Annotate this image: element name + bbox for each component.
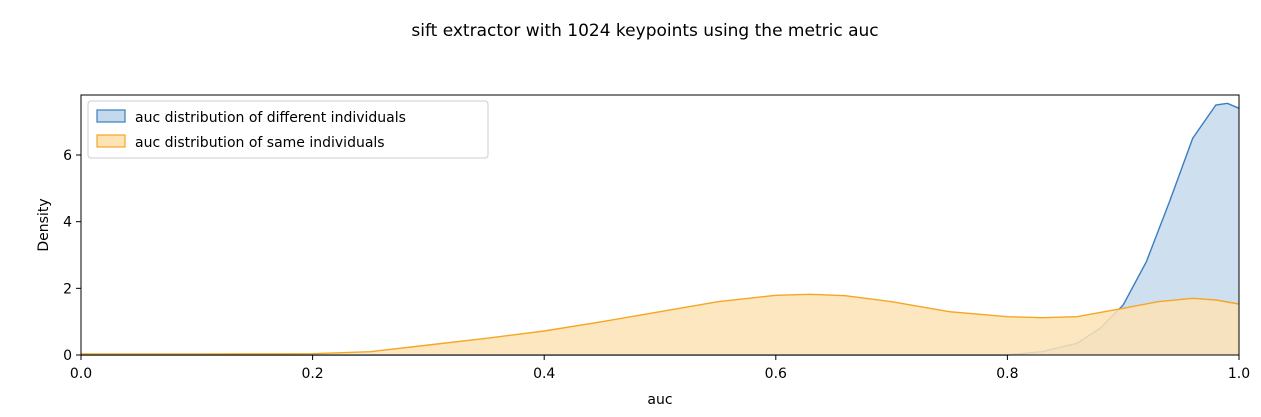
legend: auc distribution of different individual… bbox=[87, 100, 489, 159]
x-tick-label: 0.4 bbox=[533, 366, 555, 382]
x-tick-label: 0.8 bbox=[996, 366, 1018, 382]
legend-swatch-same bbox=[96, 134, 126, 148]
x-tick-label: 1.0 bbox=[1228, 366, 1250, 382]
legend-frame bbox=[87, 100, 489, 159]
y-axis: 0 2 4 6 bbox=[63, 148, 81, 364]
x-axis: 0.0 0.2 0.4 0.6 0.8 1.0 bbox=[70, 355, 1250, 382]
x-tick-label: 0.0 bbox=[70, 366, 92, 382]
y-tick-label: 4 bbox=[63, 215, 72, 231]
axes-frame bbox=[80, 94, 1240, 356]
x-tick-label: 0.6 bbox=[765, 366, 787, 382]
y-axis-label: Density bbox=[36, 198, 52, 251]
y-tick-label: 2 bbox=[63, 281, 72, 297]
x-tick-label: 0.2 bbox=[301, 366, 323, 382]
x-axis-label: auc bbox=[647, 392, 672, 408]
series-line-1 bbox=[81, 293, 1240, 355]
legend-label-same: auc distribution of same individuals bbox=[135, 135, 385, 151]
chart-title: sift extractor with 1024 keypoints using… bbox=[411, 21, 878, 41]
y-tick-label: 6 bbox=[63, 148, 72, 164]
legend-swatch-different bbox=[96, 109, 126, 123]
legend-label-different: auc distribution of different individual… bbox=[135, 110, 406, 126]
plot-area bbox=[81, 102, 1240, 356]
series-area-1 bbox=[81, 294, 1239, 355]
y-tick-label: 0 bbox=[63, 348, 72, 364]
